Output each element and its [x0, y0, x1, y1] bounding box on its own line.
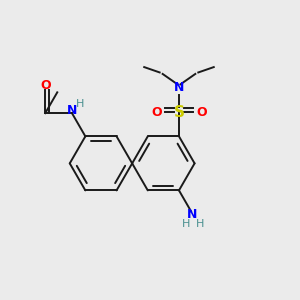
Text: H: H [182, 219, 190, 229]
Text: O: O [40, 79, 50, 92]
Text: N: N [187, 208, 198, 221]
Text: H: H [76, 99, 85, 109]
Text: S: S [173, 105, 184, 120]
Text: O: O [196, 106, 207, 119]
Text: N: N [67, 104, 77, 117]
Text: O: O [152, 106, 162, 119]
Text: H: H [196, 219, 204, 229]
Text: N: N [174, 81, 184, 94]
